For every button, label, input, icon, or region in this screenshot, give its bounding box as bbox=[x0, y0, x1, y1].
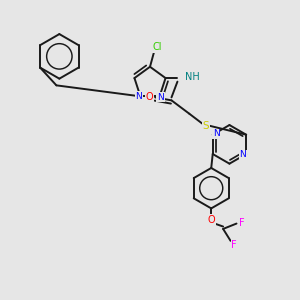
Text: N: N bbox=[135, 92, 142, 101]
Text: O: O bbox=[146, 92, 154, 102]
Text: O: O bbox=[207, 215, 215, 225]
Text: S: S bbox=[203, 121, 209, 130]
Text: F: F bbox=[239, 218, 244, 228]
Text: NH: NH bbox=[184, 72, 199, 82]
Text: F: F bbox=[231, 240, 237, 250]
Text: N: N bbox=[239, 150, 246, 159]
Text: N: N bbox=[213, 129, 220, 138]
Text: Cl: Cl bbox=[152, 42, 162, 52]
Text: N: N bbox=[157, 93, 164, 102]
